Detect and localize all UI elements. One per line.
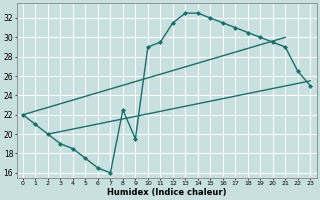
X-axis label: Humidex (Indice chaleur): Humidex (Indice chaleur)	[107, 188, 226, 197]
